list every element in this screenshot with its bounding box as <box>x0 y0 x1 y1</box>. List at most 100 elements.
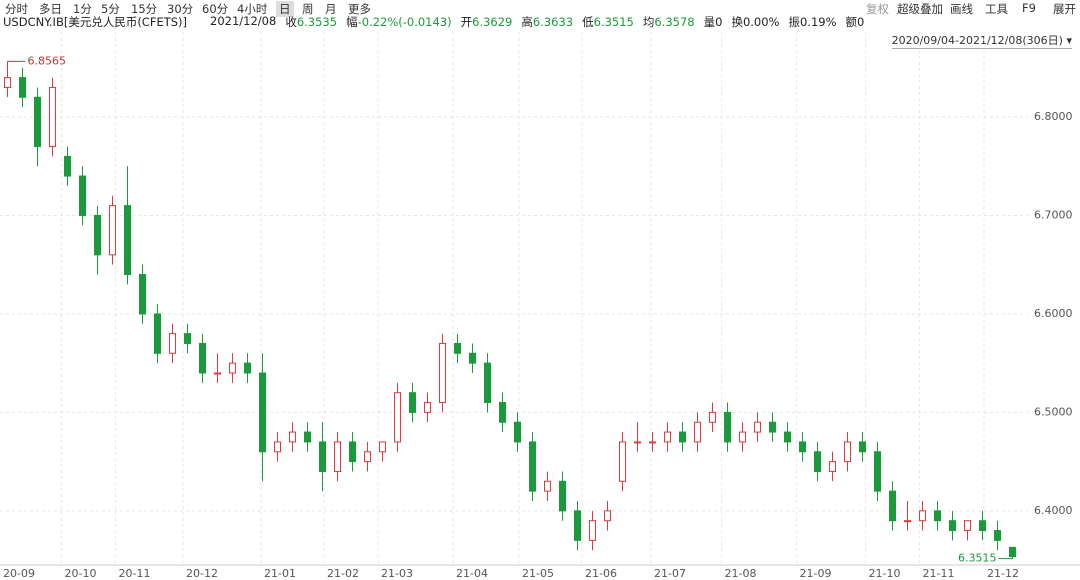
candle-body <box>664 431 671 443</box>
candle-body <box>529 441 536 492</box>
candle-body <box>214 372 221 375</box>
quote-field: 均6.3578 <box>643 14 695 30</box>
candle-body <box>169 333 176 354</box>
candle-body <box>244 362 251 374</box>
candle-body <box>394 392 401 443</box>
candle-body <box>874 451 881 492</box>
candle-body <box>94 214 101 256</box>
field-value: 6.3515 <box>593 15 634 29</box>
candle-body <box>499 402 506 423</box>
x-tick-label: 21-07 <box>654 567 686 580</box>
field-label: 振 <box>788 15 801 29</box>
tool-button[interactable]: F9 <box>1022 1 1036 15</box>
y-tick-label: 6.5000 <box>1034 405 1073 418</box>
candle-body <box>904 520 911 523</box>
candle-body <box>1009 546 1016 558</box>
date-range-text: 2020/09/04-2021/12/08(306日) <box>891 34 1063 47</box>
toolbar-button[interactable]: 1分 <box>73 2 92 16</box>
candle-body <box>844 441 851 463</box>
candle-body <box>469 352 476 364</box>
candle-body <box>634 441 641 444</box>
field-value: 6.3535 <box>296 15 338 29</box>
candle-body <box>949 520 956 532</box>
candle-body <box>649 441 656 444</box>
candle-body <box>919 510 926 522</box>
y-tick-label: 6.4000 <box>1034 504 1073 517</box>
tool-button[interactable]: 画线 <box>950 2 973 16</box>
candle-body <box>49 86 56 148</box>
quote-field: 收6.3535 <box>285 14 337 30</box>
candle-body <box>814 451 821 472</box>
candle-body <box>154 313 161 354</box>
x-tick-label: 21-08 <box>725 567 757 580</box>
quote-field: 高6.3633 <box>521 14 573 30</box>
candle-body <box>934 510 941 522</box>
field-label: 低 <box>582 15 594 29</box>
candle-body <box>769 421 776 433</box>
x-tick-label: 21-12 <box>987 567 1019 580</box>
candle-body <box>124 205 131 276</box>
y-tick-label: 6.8000 <box>1034 110 1073 123</box>
tool-button[interactable]: 展开 <box>1053 2 1076 16</box>
toolbar-button[interactable]: 周 <box>302 2 314 16</box>
candle-body <box>139 274 146 315</box>
tool-button[interactable]: 复权 <box>866 2 889 16</box>
field-value: -0.22%(-0.0143) <box>357 15 452 29</box>
field-label: 开 <box>460 15 473 29</box>
date: 2021/12/08 <box>210 14 277 28</box>
field-value: 0.19% <box>800 15 837 29</box>
toolbar-button[interactable]: 5分 <box>101 2 120 16</box>
field-value: 6.3629 <box>472 15 513 29</box>
candle-body <box>694 421 701 443</box>
x-tick-label: 21-06 <box>585 567 617 580</box>
candle-body <box>544 480 551 492</box>
candle-body <box>259 372 266 453</box>
candle-body <box>604 510 611 522</box>
candle-body <box>979 520 986 532</box>
field-value: 6.3578 <box>654 15 695 29</box>
toolbar-button[interactable]: 分时 <box>5 2 28 16</box>
candle-body <box>379 441 386 453</box>
candle-body <box>574 510 581 541</box>
toolbar-button[interactable]: 多日 <box>39 2 62 16</box>
candle-body <box>409 392 416 413</box>
candle-body <box>34 96 41 148</box>
max-annotation: 6.8565 <box>28 54 67 67</box>
tool-button[interactable]: 超级叠加 <box>897 2 943 16</box>
quote-field: 额0 <box>846 14 865 30</box>
candle-body <box>829 461 836 472</box>
candle-body <box>109 205 116 256</box>
x-tick-label: 21-05 <box>522 567 554 580</box>
candle-body <box>349 441 356 463</box>
field-label: 收 <box>285 15 297 29</box>
candle-body <box>229 362 236 374</box>
candle-body <box>889 490 896 522</box>
toolbar-button[interactable]: 月 <box>325 2 337 16</box>
toolbar-button[interactable]: 日 <box>276 1 294 17</box>
toolbar-button[interactable]: 更多 <box>348 2 371 16</box>
candle-body <box>739 431 746 443</box>
date-range[interactable]: 2020/09/04-2021/12/08(306日) ▾ <box>891 34 1072 49</box>
toolbar-button[interactable]: 4小时 <box>237 2 268 16</box>
min-annotation: 6.3515 <box>958 552 997 565</box>
toolbar-button[interactable]: 60分 <box>202 2 229 16</box>
candle-body <box>4 77 11 88</box>
candle-body <box>454 342 461 354</box>
candle-body <box>619 441 626 482</box>
field-value: 0 <box>857 15 865 29</box>
candle-body <box>319 441 326 472</box>
toolbar-button[interactable]: 30分 <box>167 2 194 16</box>
x-tick-label: 21-11 <box>923 567 955 580</box>
candle-body <box>799 441 806 453</box>
candle-body <box>994 530 1001 541</box>
field-label: 额 <box>845 15 858 29</box>
x-tick-label: 21-03 <box>381 567 413 580</box>
y-tick-label: 6.7000 <box>1034 208 1073 221</box>
candle-body <box>289 431 296 443</box>
tool-button[interactable]: 工具 <box>985 2 1008 16</box>
toolbar-button[interactable]: 15分 <box>131 2 158 16</box>
quote-field: 换0.00% <box>731 14 779 30</box>
candle-body <box>784 431 791 443</box>
